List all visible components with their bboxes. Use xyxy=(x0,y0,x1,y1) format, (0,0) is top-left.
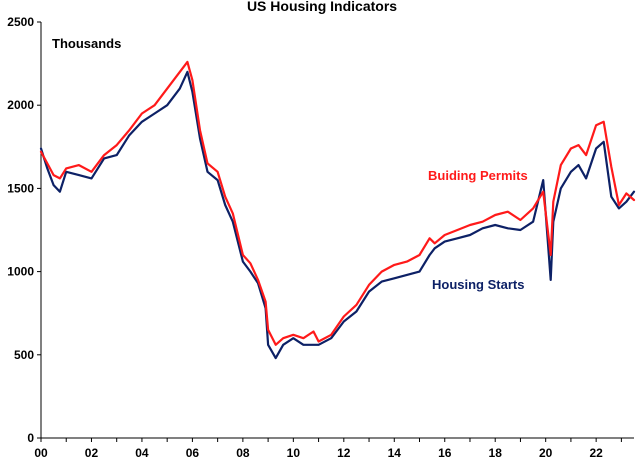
annotation-building-permits: Buiding Permits xyxy=(428,168,528,183)
series-layer xyxy=(39,60,636,360)
series-line-buiding-permits xyxy=(39,60,636,346)
x-tick-label: 10 xyxy=(287,446,301,460)
x-tick-label: 12 xyxy=(337,446,351,460)
annotation-housing-starts: Housing Starts xyxy=(432,277,524,292)
y-tick-label: 500 xyxy=(14,348,34,362)
x-tick-label: 14 xyxy=(388,446,402,460)
axes: 0 500 1000 1500 2000 2500 00 02 04 06 08 10 12 14 16 18… xyxy=(7,15,634,460)
unit-label: Thousands xyxy=(52,36,121,51)
y-tick-label: 1000 xyxy=(7,265,34,279)
x-tick-label: 06 xyxy=(186,446,200,460)
x-tick-label: 20 xyxy=(539,446,553,460)
x-tick-label: 16 xyxy=(438,446,452,460)
chart-title: US Housing Indicators xyxy=(247,0,397,14)
x-tick-label: 02 xyxy=(85,446,99,460)
y-tick-label: 2500 xyxy=(7,15,34,29)
x-tick-label: 22 xyxy=(589,446,603,460)
y-tick-label: 1500 xyxy=(7,181,34,195)
x-tick-label: 04 xyxy=(135,446,149,460)
y-tick-label: 0 xyxy=(27,431,34,445)
y-tick-label: 2000 xyxy=(7,98,34,112)
x-tick-label: 00 xyxy=(34,446,48,460)
x-tick-label: 18 xyxy=(489,446,503,460)
x-tick-label: 08 xyxy=(236,446,250,460)
